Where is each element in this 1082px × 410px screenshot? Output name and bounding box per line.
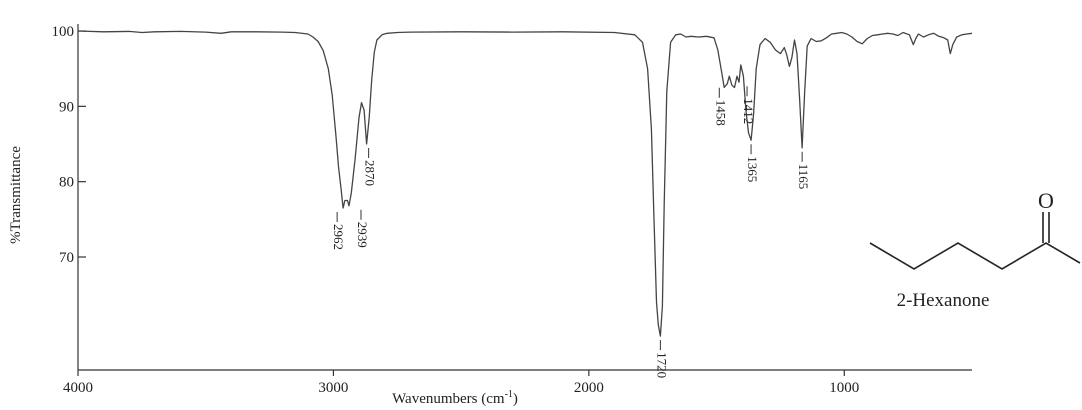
y-tick-label: 90 — [59, 99, 74, 115]
peak-label: 1412 — [741, 98, 756, 124]
peak-annotation: 2962 — [331, 212, 346, 250]
x-tick-label: 4000 — [63, 380, 93, 396]
spectrum-line — [77, 30, 973, 337]
peak-label: 2870 — [363, 160, 378, 186]
carbon-chain-bonds — [869, 242, 1081, 270]
x-axis-title: Wavenumbers (cm-1) — [392, 389, 518, 407]
y-tick-label: 70 — [59, 250, 74, 266]
peak-annotation: 1365 — [745, 144, 760, 182]
y-tick-label: 80 — [59, 175, 74, 191]
peak-annotation: 2939 — [355, 209, 370, 248]
peak-annotations: 2962 2939 2870 1720 1458 1412 1365 1165 — [331, 86, 811, 378]
hexanone-structure-diagram: O 2-Hexanone — [869, 188, 1081, 311]
axis-ticks: 4000 3000 2000 1000 100 90 80 70 — [52, 24, 860, 396]
y-tick-label: 100 — [52, 24, 75, 40]
peak-annotation: 1165 — [796, 151, 811, 190]
peak-annotation: 1458 — [713, 87, 728, 126]
peak-annotation: 1720 — [654, 340, 669, 378]
peak-annotation: 2870 — [363, 148, 378, 186]
peak-label: 2962 — [331, 224, 346, 250]
peak-label: 1365 — [745, 156, 760, 182]
x-tick-label: 1000 — [829, 380, 859, 396]
x-tick-label: 3000 — [318, 380, 348, 396]
x-tick-label: 2000 — [574, 380, 604, 396]
peak-label: 1458 — [713, 100, 728, 126]
compound-name: 2-Hexanone — [897, 290, 990, 311]
plot-frame — [77, 24, 972, 371]
y-axis-title: %Transmittance — [8, 146, 24, 244]
peak-annotation: 1412 — [741, 86, 756, 124]
peak-label: 2939 — [355, 222, 370, 248]
peak-label: 1720 — [654, 352, 669, 378]
peak-label: 1165 — [796, 164, 811, 190]
oxygen-atom-label: O — [1038, 188, 1054, 213]
